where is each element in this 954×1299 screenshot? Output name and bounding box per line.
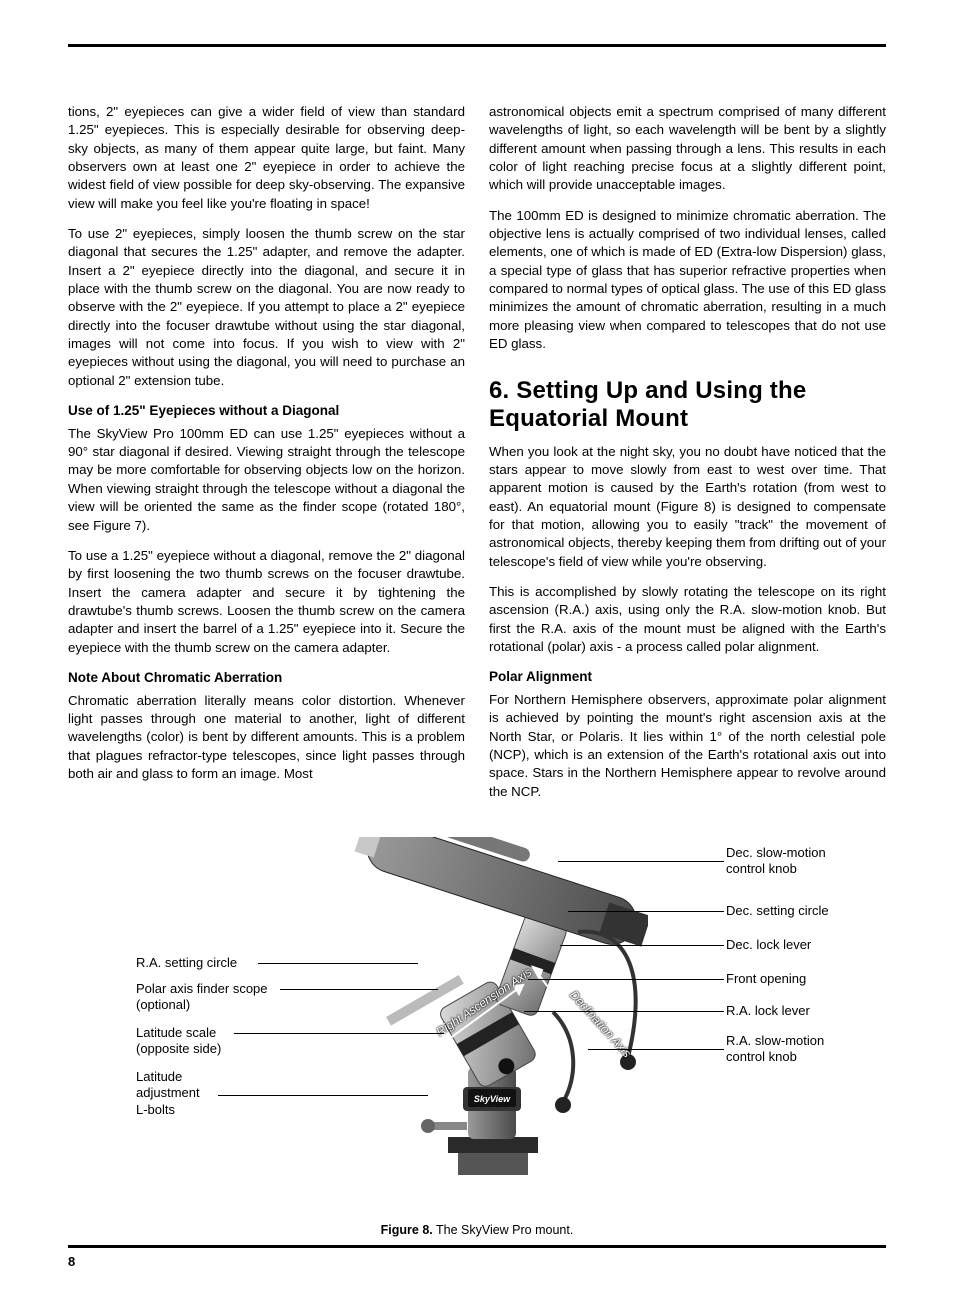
text-columns: tions, 2" eyepieces can give a wider fie… — [68, 103, 886, 813]
right-column: astronomical objects emit a spectrum com… — [489, 103, 886, 813]
lead-line — [524, 1011, 724, 1012]
label-latitude-lbolts: LatitudeadjustmentL-bolts — [136, 1069, 200, 1118]
body-paragraph: For Northern Hemisphere observers, appro… — [489, 691, 886, 801]
figure-caption: Figure 8. The SkyView Pro mount. — [68, 1223, 886, 1237]
page: tions, 2" eyepieces can give a wider fie… — [0, 0, 954, 1299]
lead-line — [560, 945, 724, 946]
body-paragraph: astronomical objects emit a spectrum com… — [489, 103, 886, 195]
bottom-rule — [68, 1245, 886, 1248]
figure-8: SkyView — [68, 837, 886, 1217]
body-paragraph: Chromatic aberration literally means col… — [68, 692, 465, 784]
label-dec-slowmotion: Dec. slow-motioncontrol knob — [726, 845, 826, 878]
label-ra-setting-circle: R.A. setting circle — [136, 955, 237, 971]
label-ra-lock-lever: R.A. lock lever — [726, 1003, 810, 1019]
lead-line — [558, 861, 724, 862]
body-paragraph: This is accomplished by slowly rotating … — [489, 583, 886, 656]
lead-line — [258, 963, 418, 964]
subheading-chromatic: Note About Chromatic Aberration — [68, 669, 465, 688]
lead-line — [568, 911, 724, 912]
top-rule — [68, 44, 886, 47]
body-paragraph: To use a 1.25" eyepiece without a diagon… — [68, 547, 465, 657]
section-title: 6. Setting Up and Using the Equatorial M… — [489, 377, 886, 432]
label-dec-lock-lever: Dec. lock lever — [726, 937, 811, 953]
label-front-opening: Front opening — [726, 971, 806, 987]
body-paragraph: When you look at the night sky, you no d… — [489, 443, 886, 571]
body-paragraph: The SkyView Pro 100mm ED can use 1.25" e… — [68, 425, 465, 535]
body-paragraph: The 100mm ED is designed to minimize chr… — [489, 207, 886, 354]
svg-text:SkyView: SkyView — [474, 1094, 511, 1104]
lead-line — [280, 989, 438, 990]
body-paragraph: To use 2" eyepieces, simply loosen the t… — [68, 225, 465, 390]
subheading-polar: Polar Alignment — [489, 668, 886, 687]
left-column: tions, 2" eyepieces can give a wider fie… — [68, 103, 465, 813]
label-ra-slowmotion: R.A. slow-motioncontrol knob — [726, 1033, 824, 1066]
label-latitude-scale: Latitude scale(opposite side) — [136, 1025, 221, 1058]
lead-line — [528, 979, 724, 980]
lead-line — [234, 1033, 444, 1034]
body-paragraph: tions, 2" eyepieces can give a wider fie… — [68, 103, 465, 213]
label-polar-finder: Polar axis finder scope(optional) — [136, 981, 268, 1014]
subheading-eyepieces: Use of 1.25" Eyepieces without a Diagona… — [68, 402, 465, 421]
bottom-rule-wrap: 8 — [68, 1245, 886, 1269]
page-number: 8 — [68, 1254, 886, 1269]
lead-line — [218, 1095, 428, 1096]
label-dec-setting-circle: Dec. setting circle — [726, 903, 829, 919]
lead-line — [588, 1049, 724, 1050]
